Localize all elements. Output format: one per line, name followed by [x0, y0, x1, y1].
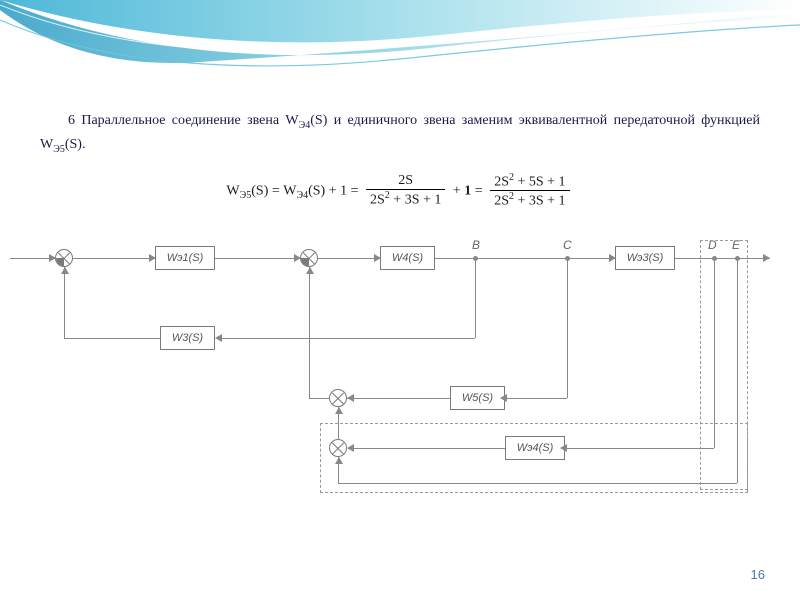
header-swoosh — [0, 0, 800, 100]
sum-node-2 — [300, 249, 318, 267]
block-w3: W3(S) — [160, 326, 215, 350]
sum-node-3 — [329, 389, 347, 407]
label-c: C — [563, 238, 572, 252]
block-w5: W5(S) — [450, 386, 505, 410]
sum-node-1 — [55, 249, 73, 267]
formula: WЭ5(S) = WЭ4(S) + 1 = 2S 2S2 + 3S + 1 + … — [40, 172, 760, 210]
block-we1: Wэ1(S) — [155, 246, 215, 270]
step-text: 6 Параллельное соединение звена WЭ4(S) и… — [40, 110, 760, 158]
page-number: 16 — [751, 567, 765, 582]
block-we3: Wэ3(S) — [615, 246, 675, 270]
block-w4: W4(S) — [380, 246, 435, 270]
label-b: B — [472, 238, 480, 252]
block-diagram: Wэ1(S) W4(S) B C Wэ3(S) D E W3(S) — [10, 228, 770, 508]
dashed-region-2 — [320, 423, 748, 493]
